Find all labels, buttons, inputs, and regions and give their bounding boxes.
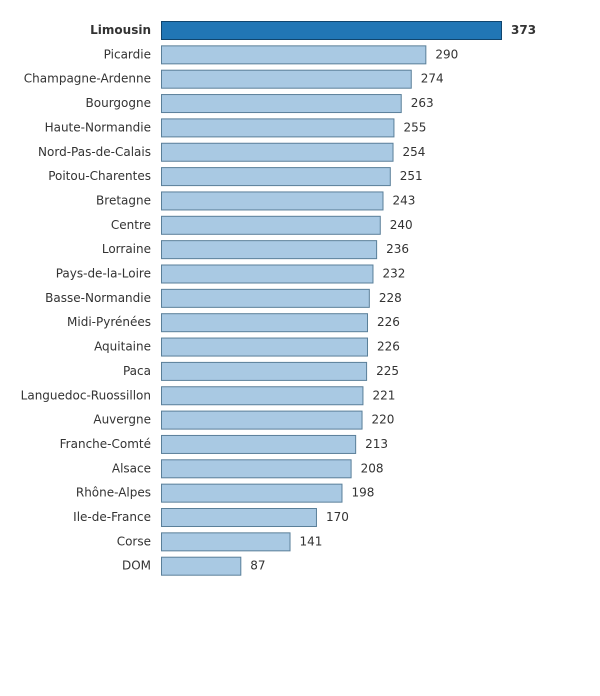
- value-label-7: 243: [393, 193, 416, 207]
- value-label-2: 274: [421, 72, 444, 86]
- bar-18: [161, 459, 352, 479]
- category-label-0: Limousin: [90, 23, 151, 37]
- bar-19: [161, 483, 343, 503]
- category-labels-group: Limousin Picardie Champagne-Ardenne Bourgog…: [21, 23, 151, 573]
- category-label-5: Nord-Pas-de-Calais: [38, 145, 151, 159]
- bar-22: [161, 556, 242, 576]
- value-label-15: 221: [372, 388, 395, 402]
- category-label-20: Ile-de-France: [73, 510, 151, 524]
- value-label-11: 228: [379, 291, 402, 305]
- value-labels-group: 373 290 274 263 255 254 251 243 240 236 232 228 226 2…: [250, 23, 536, 573]
- category-label-18: Alsace: [112, 461, 151, 475]
- bar-9: [161, 240, 378, 260]
- bars-group: [161, 21, 502, 576]
- value-label-21: 141: [300, 534, 323, 548]
- category-label-4: Haute-Normandie: [45, 120, 151, 134]
- value-label-20: 170: [326, 510, 349, 524]
- category-label-3: Bourgogne: [86, 96, 151, 110]
- value-label-4: 255: [403, 120, 426, 134]
- value-label-19: 198: [351, 486, 374, 500]
- category-label-9: Lorraine: [102, 242, 151, 256]
- value-label-13: 226: [377, 340, 400, 354]
- category-label-17: Franche-Comté: [60, 437, 151, 451]
- value-label-3: 263: [411, 96, 434, 110]
- category-label-13: Aquitaine: [94, 340, 151, 354]
- bar-8: [161, 215, 381, 235]
- value-label-22: 87: [250, 559, 265, 573]
- category-label-7: Bretagne: [96, 193, 151, 207]
- category-label-8: Centre: [111, 218, 151, 232]
- value-label-14: 225: [376, 364, 399, 378]
- category-label-12: Midi-Pyrénées: [67, 315, 151, 329]
- category-label-14: Paca: [123, 364, 151, 378]
- category-label-22: DOM: [122, 559, 151, 573]
- bar-17: [161, 434, 357, 454]
- value-label-6: 251: [400, 169, 423, 183]
- bar-11: [161, 288, 370, 308]
- bar-3: [161, 94, 402, 114]
- bar-5: [161, 142, 394, 162]
- bar-21: [161, 532, 291, 552]
- category-label-19: Rhône-Alpes: [76, 486, 151, 500]
- category-label-2: Champagne-Ardenne: [24, 72, 151, 86]
- value-label-0: 373: [511, 23, 536, 37]
- bar-13: [161, 337, 369, 357]
- value-label-5: 254: [403, 145, 426, 159]
- value-label-9: 236: [386, 242, 409, 256]
- bar-16: [161, 410, 363, 430]
- value-label-17: 213: [365, 437, 388, 451]
- category-label-10: Pays-de-la-Loire: [56, 267, 151, 281]
- value-label-12: 226: [377, 315, 400, 329]
- bar-10: [161, 264, 374, 284]
- bar-20: [161, 508, 317, 527]
- bar-6: [161, 167, 391, 187]
- bar-0: [161, 21, 502, 40]
- category-label-1: Picardie: [104, 47, 151, 61]
- category-label-21: Corse: [117, 534, 151, 548]
- value-label-8: 240: [390, 218, 413, 232]
- bar-15: [161, 386, 364, 406]
- bar-7: [161, 191, 384, 211]
- value-label-1: 290: [435, 47, 458, 61]
- category-label-6: Poitou-Charentes: [48, 169, 151, 183]
- bar-4: [161, 118, 395, 138]
- category-label-15: Languedoc-Ruossillon: [21, 388, 151, 402]
- category-label-16: Auvergne: [93, 413, 151, 427]
- bar-14: [161, 361, 368, 381]
- value-label-18: 208: [361, 461, 384, 475]
- value-label-16: 220: [372, 413, 395, 427]
- value-label-10: 232: [382, 267, 405, 281]
- bar-1: [161, 45, 427, 65]
- bar-2: [161, 69, 412, 89]
- category-label-11: Basse-Normandie: [45, 291, 151, 305]
- bar-12: [161, 313, 369, 333]
